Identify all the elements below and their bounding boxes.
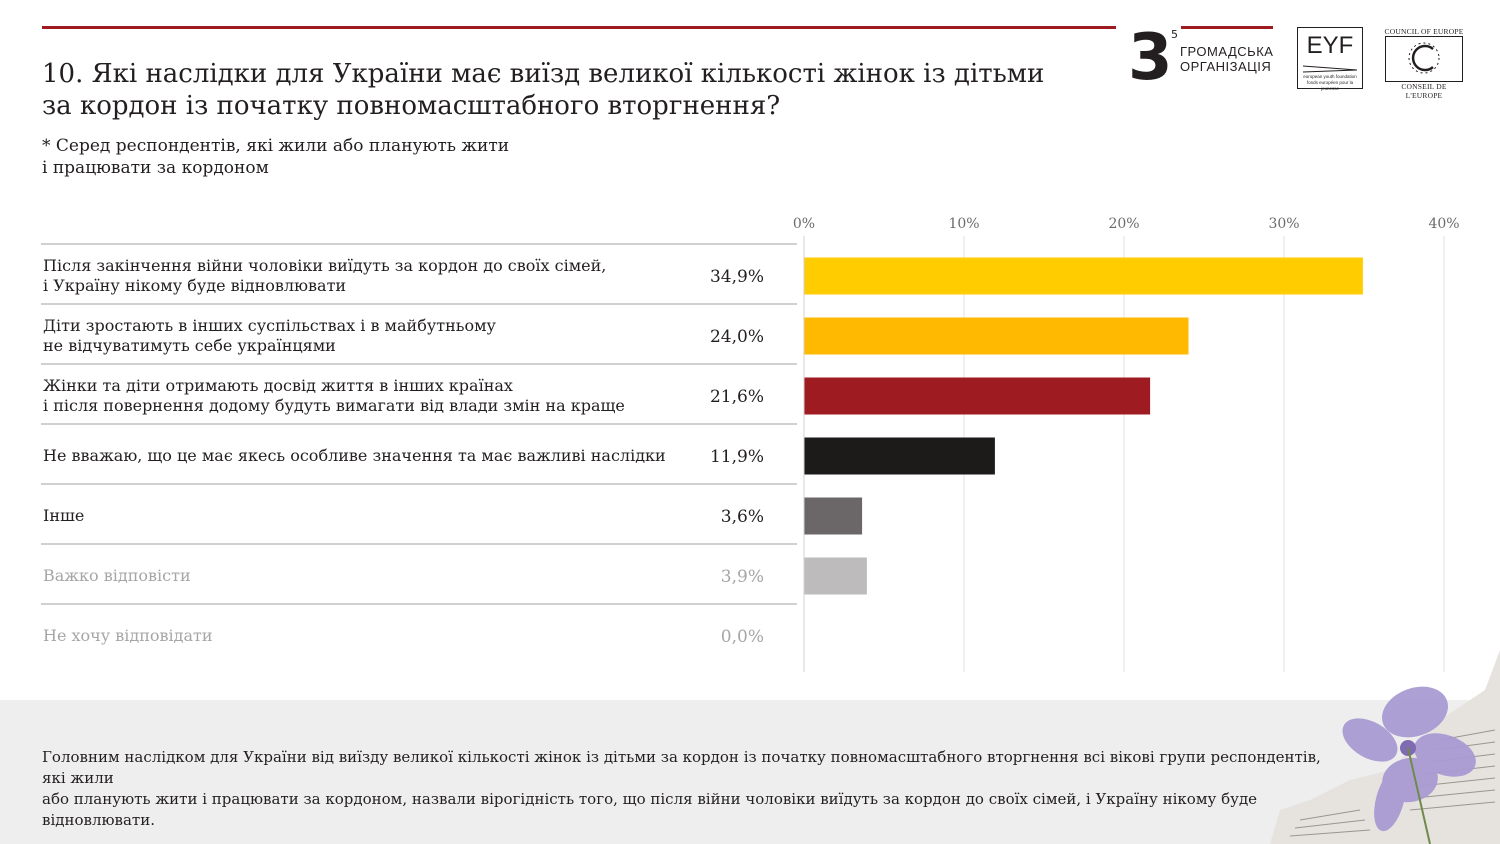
flower-illustration-icon — [1270, 650, 1500, 844]
coe-logo: COUNCIL OF EUROPE CONSEIL DE L'EUROPE — [1384, 27, 1464, 100]
eyf-logo-text: EYF — [1306, 32, 1354, 59]
bar — [804, 497, 863, 535]
eyf-logo: EYF european youth foundation fonds euro… — [1297, 27, 1363, 91]
data-label: 21,6% — [710, 387, 764, 407]
data-label: 3,9% — [721, 567, 764, 587]
category-label: Не хочу відповідати — [43, 626, 213, 645]
eyf-logo-sub-1: european youth foundation — [1303, 74, 1357, 79]
coe-emblem-icon — [1408, 42, 1439, 74]
category-label: Не вважаю, що це має якесь особливе знач… — [43, 446, 666, 465]
bar — [804, 557, 867, 595]
bar — [804, 317, 1189, 355]
x-tick-label: 10% — [948, 216, 979, 232]
x-tick-label: 40% — [1428, 216, 1459, 232]
header-rule-logo — [1181, 26, 1273, 29]
chart-rows: Після закінчення війни чоловіки виїдуть … — [41, 243, 1363, 647]
eyf-logo-sub-2: fonds européen pour la jeunesse — [1306, 80, 1354, 91]
org-name: ГРОМАДСЬКА ОРГАНІЗАЦІЯ — [1180, 44, 1273, 74]
eyf-logo-arrow-icon — [1302, 65, 1358, 73]
subtitle-line-2: і працювати за кордоном — [42, 158, 269, 178]
footer-panel — [0, 700, 1500, 844]
bar — [804, 257, 1363, 295]
category-label: Після закінчення війни чоловіки виїдуть … — [43, 256, 606, 275]
org-logo-digit: 3 — [1128, 21, 1173, 95]
org-logo: 3 5 — [1128, 21, 1178, 95]
category-label: Важко відповісти — [43, 566, 191, 585]
category-label: Жінки та діти отримають досвід життя в і… — [43, 376, 513, 395]
org-logo-sup: 5 — [1171, 28, 1178, 41]
footer-summary: Головним наслідком для України від виїзд… — [42, 747, 1332, 831]
category-label: і після повернення додому будуть вимагат… — [43, 396, 625, 415]
coe-logo-bottom: CONSEIL DE L'EUROPE — [1401, 82, 1447, 100]
chart-x-ticks: 0% 10% 20% 30% 40% — [793, 216, 1460, 232]
footer-summary-line-2: або планують жити і працювати за кордоно… — [42, 790, 1258, 829]
bar — [804, 437, 995, 475]
data-label: 24,0% — [710, 327, 764, 347]
subtitle-line-1: * Серед респондентів, які жили або плану… — [42, 136, 510, 156]
org-name-line-2: ОРГАНІЗАЦІЯ — [1180, 59, 1272, 74]
coe-logo-top: COUNCIL OF EUROPE — [1384, 27, 1464, 36]
data-label: 3,6% — [721, 507, 764, 527]
page-title: 10. Які наслідки для України має виїзд в… — [42, 58, 1092, 122]
data-label: 34,9% — [710, 267, 764, 287]
category-label: Інше — [43, 506, 84, 525]
category-label: не відчуватимуть себе українцями — [43, 336, 336, 355]
x-tick-label: 30% — [1268, 216, 1299, 232]
page-subtitle: * Серед респондентів, які жили або плану… — [42, 135, 642, 179]
bar-chart: 0% 10% 20% 30% 40% Після закінчення війни чо… — [41, 216, 1460, 672]
footer-summary-line-1: Головним наслідком для України від виїзд… — [42, 748, 1321, 787]
title-line-1: 10. Які наслідки для України має виїзд в… — [42, 59, 1045, 89]
category-label: і Україну нікому буде відновлювати — [43, 276, 346, 295]
title-line-2: за кордон із початку повномасштабного вт… — [42, 91, 781, 121]
data-label: 0,0% — [721, 627, 764, 647]
bar — [804, 377, 1151, 415]
coe-logo-emblem — [1385, 36, 1463, 82]
org-name-line-1: ГРОМАДСЬКА — [1180, 44, 1274, 59]
category-label: Діти зростають в інших суспільствах і в … — [43, 316, 497, 335]
data-label: 11,9% — [710, 447, 764, 467]
x-tick-label: 0% — [793, 216, 815, 232]
header-rule — [42, 26, 1116, 29]
x-tick-label: 20% — [1108, 216, 1139, 232]
